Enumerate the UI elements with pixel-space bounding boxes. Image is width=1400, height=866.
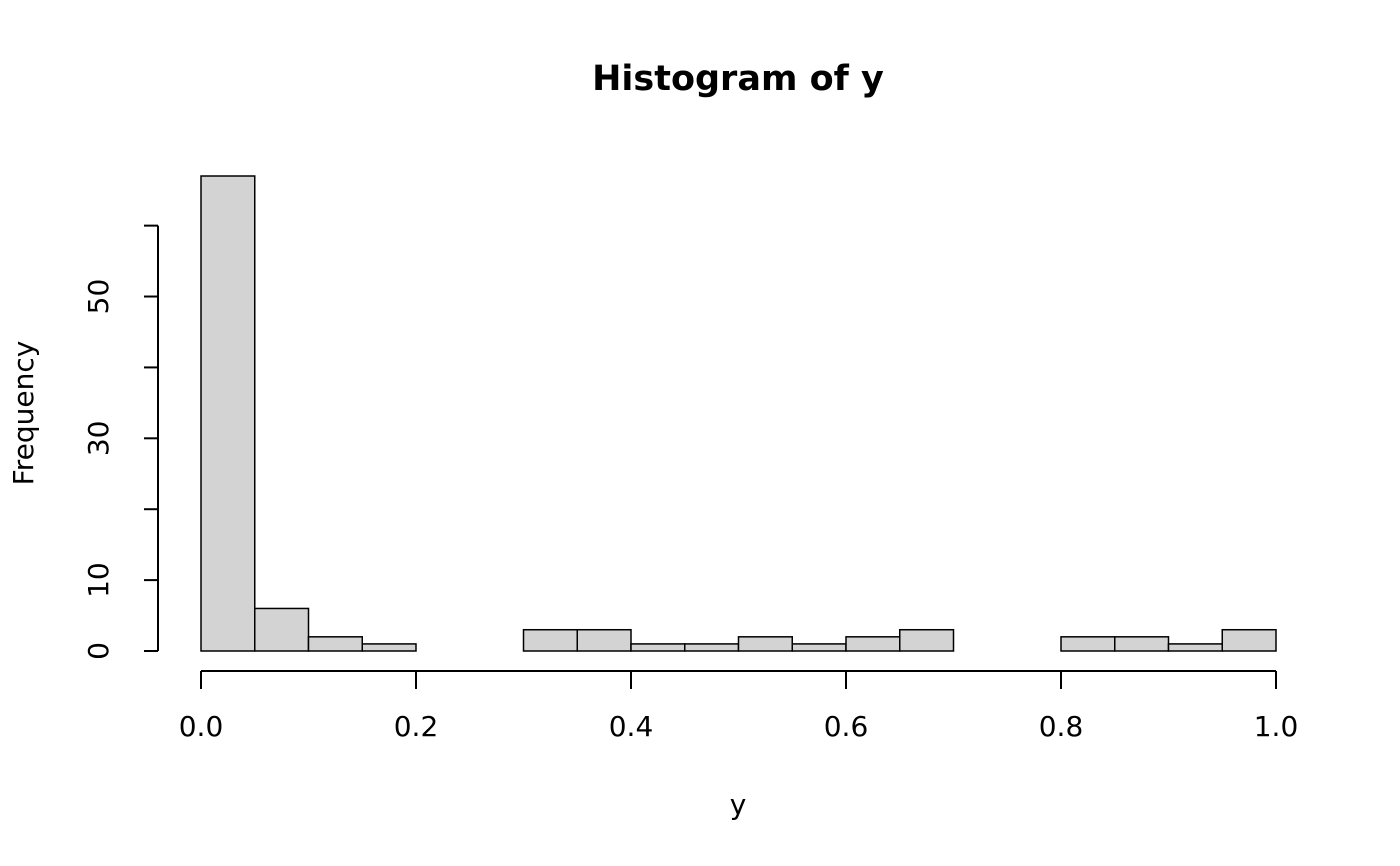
bar [1060,636,1116,652]
bar [791,643,847,652]
bar [200,175,256,652]
bar [1167,643,1223,652]
bar [576,628,632,652]
x-tick-label: 0.4 [609,710,654,743]
y-tick-label: 0 [82,642,115,660]
x-tick-label: 1.0 [1254,710,1299,743]
y-tick-label: 10 [82,562,115,598]
bar [522,628,578,652]
bar [684,643,740,652]
y-axis-label: Frequency [7,341,40,486]
y-tick-label: 30 [82,420,115,456]
x-tick-label: 0.6 [824,710,869,743]
bar [307,636,363,652]
x-axis-label: y [730,788,747,821]
x-tick-label: 0.8 [1039,710,1084,743]
bar [254,607,310,652]
bar [1114,636,1170,652]
bar [361,643,417,652]
bar [1221,628,1277,652]
bar [899,628,955,652]
chart-title: Histogram of y [592,59,884,99]
bar [737,636,793,652]
bar [630,643,686,652]
x-tick-label: 0.2 [394,710,439,743]
bar [845,636,901,652]
x-tick-label: 0.0 [179,710,224,743]
y-tick-label: 50 [82,279,115,315]
